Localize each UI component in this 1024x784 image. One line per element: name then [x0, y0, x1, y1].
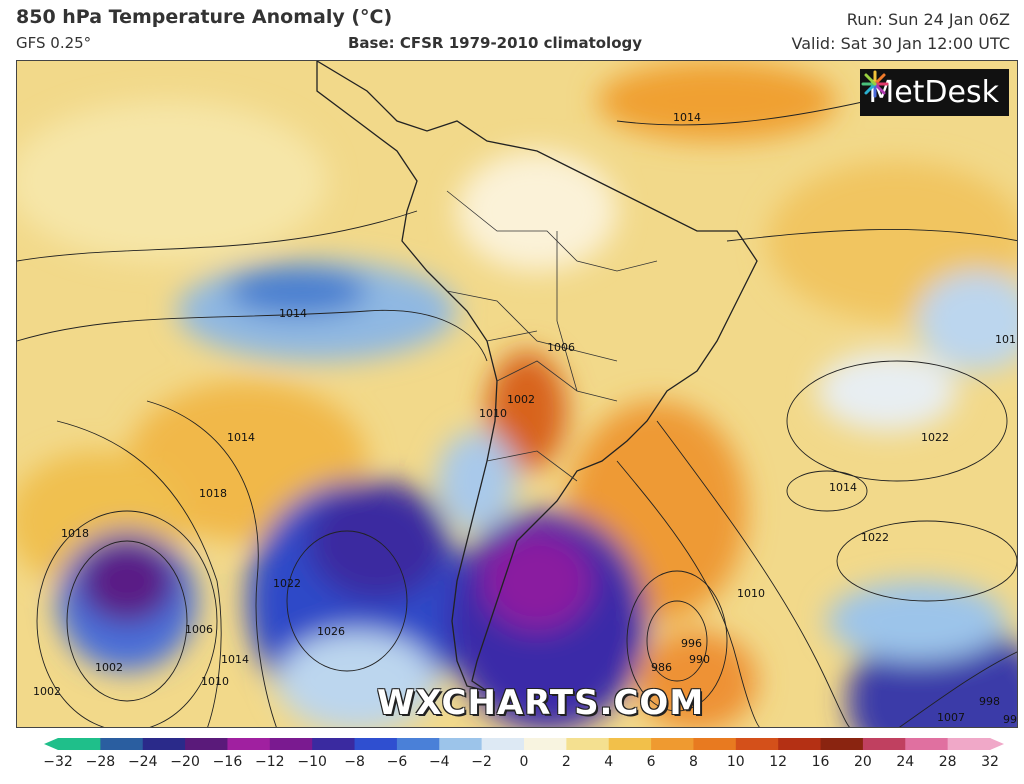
- color-scale-arrow-high: [990, 738, 1004, 750]
- color-scale-tick-label: 4: [604, 754, 614, 770]
- color-scale-segment: [735, 738, 779, 750]
- color-scale-tick-label: 32: [981, 754, 999, 770]
- metdesk-logo: MetDesk: [860, 69, 1009, 116]
- color-scale-segment: [481, 738, 525, 750]
- color-scale-tick-label: 12: [769, 754, 788, 770]
- color-scale-tick-label: −24: [127, 754, 158, 770]
- color-scale-tick-label: −8: [344, 754, 365, 770]
- isobar-label: 990: [689, 653, 710, 666]
- color-scale-tick-label: −20: [170, 754, 200, 770]
- color-scale-tick-label: −12: [255, 754, 285, 770]
- color-scale-tick-label: 10: [726, 754, 745, 770]
- country-borders: [446, 190, 658, 482]
- color-scale-tick-label: −4: [428, 754, 450, 770]
- isobar-label: 1014: [221, 653, 249, 666]
- metdesk-logo-text: MetDesk: [868, 75, 999, 110]
- color-scale-tick-label: −2: [471, 754, 492, 770]
- isobar-label: 1014: [227, 431, 255, 444]
- color-scale-segment: [524, 738, 567, 750]
- color-scale-tick-label: −6: [386, 754, 408, 770]
- isobar-label: 1010: [201, 675, 229, 688]
- isobar-label: 1026: [317, 625, 345, 638]
- color-scale-tick-label: 2: [561, 754, 571, 770]
- color-scale-tick-label: −28: [85, 754, 116, 770]
- isobar-labels: 1014 1014 1018 1018 1002 1006 1014 1010 …: [33, 111, 1017, 726]
- isobar-label: 986: [651, 661, 672, 674]
- color-scale-segment: [566, 738, 610, 750]
- color-scale-tick-label: −32: [43, 754, 73, 770]
- color-scale-segment: [693, 738, 737, 750]
- isobar-label: 1002: [33, 685, 61, 698]
- color-scale-tick-label: 20: [853, 754, 872, 770]
- anomaly-map: 1014 1014 1018 1018 1002 1006 1014 1010 …: [16, 60, 1018, 728]
- color-scale-tick-label: 24: [896, 754, 915, 770]
- color-scale-tick-label: 16: [811, 754, 830, 770]
- isobar-label: 996: [681, 637, 702, 650]
- isobar-label: 1010: [479, 407, 507, 420]
- isobar-label: 1006: [185, 623, 213, 636]
- color-scale-segment: [651, 738, 694, 750]
- isobar-label: 1010: [737, 587, 765, 600]
- isobar-label: 1022: [921, 431, 949, 444]
- isobar-label: 101: [995, 333, 1016, 346]
- color-scale-segment: [269, 738, 313, 750]
- isobar-label: 1014: [673, 111, 701, 124]
- color-scale-tick-label: 0: [519, 754, 529, 770]
- color-scale-labels: −32 −28 −24 −20 −16 −12 −10 −8 −6 −4 −2 0 2 4 6 8 10 12 16…: [0, 754, 1024, 776]
- south-america-coastline: [316, 61, 758, 692]
- isobar-label: 1002: [507, 393, 535, 406]
- color-scale-segment: [227, 738, 271, 750]
- metdesk-logo-icon: [861, 70, 889, 98]
- isobar-label: 1022: [273, 577, 301, 590]
- isobar-label: 1002: [95, 661, 123, 674]
- color-scale-segment: [354, 738, 398, 750]
- color-scale-tick-label: 28: [938, 754, 957, 770]
- isobar-label: 1018: [199, 487, 227, 500]
- map-canvas: 1014 1014 1018 1018 1002 1006 1014 1010 …: [17, 61, 1017, 727]
- isobar-label: 1007: [937, 711, 965, 724]
- color-scale-tick-label: 8: [688, 754, 698, 770]
- color-scale-segment: [820, 738, 864, 750]
- valid-time-label: Valid: Sat 30 Jan 12:00 UTC: [791, 34, 1010, 53]
- color-scale-segment: [396, 738, 440, 750]
- color-scale-arrow-low: [44, 738, 58, 750]
- color-scale-segment: [100, 738, 144, 750]
- color-scale-segment: [608, 738, 652, 750]
- color-scale-segment: [185, 738, 228, 750]
- color-scale-segment: [778, 738, 822, 750]
- run-time-label: Run: Sun 24 Jan 06Z: [846, 10, 1010, 29]
- color-scale-segment: [58, 738, 101, 750]
- isobar-label: 1014: [279, 307, 307, 320]
- isobar-label: 99: [1003, 713, 1017, 726]
- isobar-label: 1022: [861, 531, 889, 544]
- isobar-label: 998: [979, 695, 1000, 708]
- color-scale-segment: [862, 738, 906, 750]
- isobar-label: 1014: [829, 481, 857, 494]
- model-label: GFS 0.25°: [16, 34, 92, 52]
- color-scale-tick-label: −10: [297, 754, 327, 770]
- color-scale-tick-label: 6: [646, 754, 656, 770]
- chart-title: 850 hPa Temperature Anomaly (°C): [16, 6, 393, 28]
- color-scale-segment: [439, 738, 483, 750]
- isobars: [17, 100, 1017, 727]
- anomaly-field: [17, 61, 1017, 727]
- color-scale-segment: [905, 738, 949, 750]
- climatology-base-label: Base: CFSR 1979-2010 climatology: [348, 34, 643, 52]
- color-scale-tick-label: −16: [212, 754, 243, 770]
- color-scale-segment: [312, 738, 356, 750]
- wxcharts-watermark: WXCHARTS.COM: [377, 683, 705, 723]
- color-scale-segment: [947, 738, 991, 750]
- color-scale-bar: [44, 738, 1004, 750]
- isobar-label: 1006: [547, 341, 575, 354]
- color-scale-segment: [142, 738, 186, 750]
- isobar-label: 1018: [61, 527, 89, 540]
